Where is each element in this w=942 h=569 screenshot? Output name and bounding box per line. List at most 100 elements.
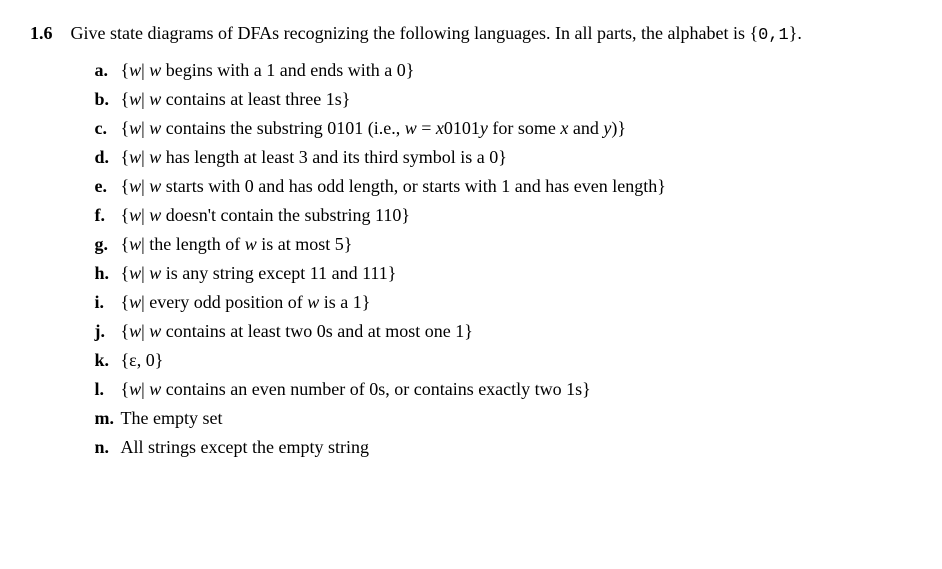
problem-content: Give state diagrams of DFAs recognizing … [71,20,913,463]
eq-eq: = [417,118,436,138]
alphabet: 0,1 [758,26,789,45]
item-label: j. [95,318,121,345]
item-text: The empty set [121,405,913,432]
var-w: w [129,205,141,225]
desc: begins with a 1 and ends with a 0} [161,60,414,80]
item-text: {w| w begins with a 1 and ends with a 0} [121,57,913,84]
var-w: w [149,379,161,399]
plain-text: All strings except the empty string [121,437,369,457]
var-w: w [149,89,161,109]
item-text: {ε, 0} [121,347,913,374]
var-w: w [129,118,141,138]
var-w: w [149,118,161,138]
pipe: | the length of [141,234,245,254]
var-w: w [129,292,141,312]
item-label: l. [95,376,121,403]
var-w: w [129,147,141,167]
sub-list: a. {w| w begins with a 1 and ends with a… [71,57,913,461]
var-w: w [245,234,257,254]
item-label: h. [95,260,121,287]
var-w: w [129,234,141,254]
desc: is at most 5} [257,234,353,254]
problem-number: 1.6 [30,20,53,47]
item-label: k. [95,347,121,374]
item-text: {w| w contains an even number of 0s, or … [121,376,913,403]
item-label: b. [95,86,121,113]
brace-open: { [121,321,130,341]
item-text: {w| w is any string except 11 and 111} [121,260,913,287]
var-w: w [149,60,161,80]
var-w: w [129,263,141,283]
brace-open: { [121,205,130,225]
var-w: w [149,205,161,225]
item-text: {w| w doesn't contain the substring 110} [121,202,913,229]
var-w: w [129,89,141,109]
item-text: {w| w starts with 0 and has odd length, … [121,173,913,200]
list-item: i. {w| every odd position of w is a 1} [95,289,913,316]
list-item: g. {w| the length of w is at most 5} [95,231,913,258]
item-label: a. [95,57,121,84]
list-item: l. {w| w contains an even number of 0s, … [95,376,913,403]
desc: contains at least two 0s and at most one… [161,321,473,341]
var-w: w [307,292,319,312]
list-item: e. {w| w starts with 0 and has odd lengt… [95,173,913,200]
eq-const: 0101 [444,118,480,138]
item-label: m. [95,405,121,432]
brace-open: { [121,263,130,283]
brace-open: { [121,292,130,312]
desc: is a 1} [319,292,370,312]
brace-open: { [121,89,130,109]
desc: is any string except 11 and 111} [161,263,396,283]
eq-x: x [436,118,444,138]
desc-suf: )} [611,118,626,138]
list-item: h. {w| w is any string except 11 and 111… [95,260,913,287]
var-w: w [129,379,141,399]
list-item: j. {w| w contains at least two 0s and at… [95,318,913,345]
list-item: f. {w| w doesn't contain the substring 1… [95,202,913,229]
eq-y: y [480,118,488,138]
item-label: c. [95,115,121,142]
list-item: a. {w| w begins with a 1 and ends with a… [95,57,913,84]
item-label: i. [95,289,121,316]
problem-statement: Give state diagrams of DFAs recognizing … [71,20,913,49]
brace-open: { [121,234,130,254]
brace-open: { [121,379,130,399]
var-w: w [149,321,161,341]
item-label: d. [95,144,121,171]
desc-pre: contains the substring 0101 (i.e., [161,118,404,138]
desc: starts with 0 and has odd length, or sta… [161,176,666,196]
brace-open: { [121,60,130,80]
list-item: n. All strings except the empty string [95,434,913,461]
set-literal: {ε, 0} [121,350,164,370]
item-text: {w| the length of w is at most 5} [121,231,913,258]
var-w: w [149,263,161,283]
list-item: b. {w| w contains at least three 1s} [95,86,913,113]
var-w: w [149,176,161,196]
var-w: w [129,321,141,341]
desc: contains an even number of 0s, or contai… [161,379,591,399]
var-w: w [149,147,161,167]
eq-w: w [405,118,417,138]
var-w: w [129,60,141,80]
brace-open: { [121,118,130,138]
item-text: {w| every odd position of w is a 1} [121,289,913,316]
item-label: n. [95,434,121,461]
desc: has length at least 3 and its third symb… [161,147,507,167]
desc-and: and [568,118,603,138]
item-label: f. [95,202,121,229]
item-label: e. [95,173,121,200]
list-item: m. The empty set [95,405,913,432]
statement-suffix: }. [789,23,802,43]
problem-container: 1.6 Give state diagrams of DFAs recogniz… [30,20,912,463]
item-text: {w| w has length at least 3 and its thir… [121,144,913,171]
brace-open: { [121,176,130,196]
plain-text: The empty set [121,408,223,428]
desc: contains at least three 1s} [161,89,350,109]
list-item: c. {w| w contains the substring 0101 (i.… [95,115,913,142]
list-item: k. {ε, 0} [95,347,913,374]
item-text: {w| w contains the substring 0101 (i.e.,… [121,115,913,142]
list-item: d. {w| w has length at least 3 and its t… [95,144,913,171]
brace-open: { [121,147,130,167]
item-text: All strings except the empty string [121,434,913,461]
item-text: {w| w contains at least two 0s and at mo… [121,318,913,345]
